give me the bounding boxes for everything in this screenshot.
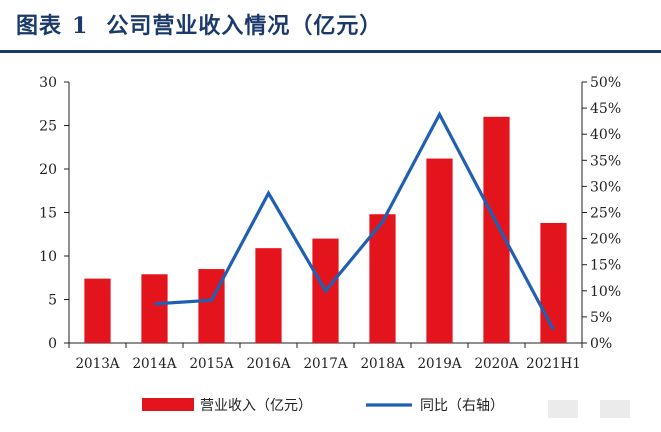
legend-label-yoy: 同比（右轴） bbox=[420, 398, 504, 414]
x-tick-label: 2018A bbox=[360, 356, 404, 372]
figure-number: 1 bbox=[72, 13, 89, 39]
right-tick-label: 20% bbox=[590, 232, 621, 248]
revenue-bar bbox=[369, 214, 396, 343]
revenue-bar bbox=[483, 116, 510, 343]
watermark-smudge bbox=[600, 400, 630, 418]
left-tick-label: 15 bbox=[39, 206, 57, 222]
yoy-growth-line bbox=[154, 110, 555, 331]
right-tick-label: 35% bbox=[590, 153, 621, 169]
right-tick-label: 0% bbox=[590, 336, 612, 352]
left-tick-label: 5 bbox=[48, 293, 57, 309]
right-tick-label: 25% bbox=[590, 206, 621, 222]
right-tick-label: 45% bbox=[590, 101, 621, 117]
left-tick-label: 25 bbox=[39, 119, 57, 135]
legend-label-revenue: 营业收入（亿元） bbox=[200, 398, 312, 414]
revenue-bar bbox=[255, 248, 282, 343]
figure-title: 图表 1 公司营业收入情况（亿元） bbox=[16, 8, 382, 40]
x-tick-label: 2013A bbox=[75, 356, 119, 372]
x-tick-label: 2019A bbox=[417, 356, 461, 372]
right-tick-label: 15% bbox=[590, 258, 621, 274]
figure-label: 图表 bbox=[16, 13, 63, 39]
x-tick-label: 2021H1 bbox=[526, 356, 581, 372]
revenue-bar bbox=[540, 222, 567, 343]
x-tick-label: 2015A bbox=[189, 356, 233, 372]
watermark-smudge bbox=[548, 400, 578, 418]
revenue-bar bbox=[84, 278, 111, 343]
left-tick-label: 10 bbox=[39, 249, 57, 265]
right-tick-label: 40% bbox=[590, 127, 621, 143]
right-tick-label: 50% bbox=[590, 75, 621, 91]
right-tick-label: 10% bbox=[590, 284, 621, 300]
x-tick-label: 2014A bbox=[132, 356, 176, 372]
left-tick-label: 20 bbox=[39, 162, 57, 178]
left-tick-label: 30 bbox=[39, 75, 57, 91]
title-underline bbox=[0, 50, 661, 53]
left-tick-label: 0 bbox=[48, 336, 57, 352]
revenue-bar bbox=[426, 158, 453, 343]
right-tick-label: 5% bbox=[590, 310, 612, 326]
figure-caption: 公司营业收入情况（亿元） bbox=[106, 13, 383, 39]
x-tick-label: 2016A bbox=[246, 356, 290, 372]
legend-swatch-revenue bbox=[142, 398, 194, 411]
x-tick-label: 2017A bbox=[303, 356, 347, 372]
x-tick-label: 2020A bbox=[474, 356, 518, 372]
revenue-bar bbox=[141, 274, 168, 343]
right-tick-label: 30% bbox=[590, 179, 621, 195]
